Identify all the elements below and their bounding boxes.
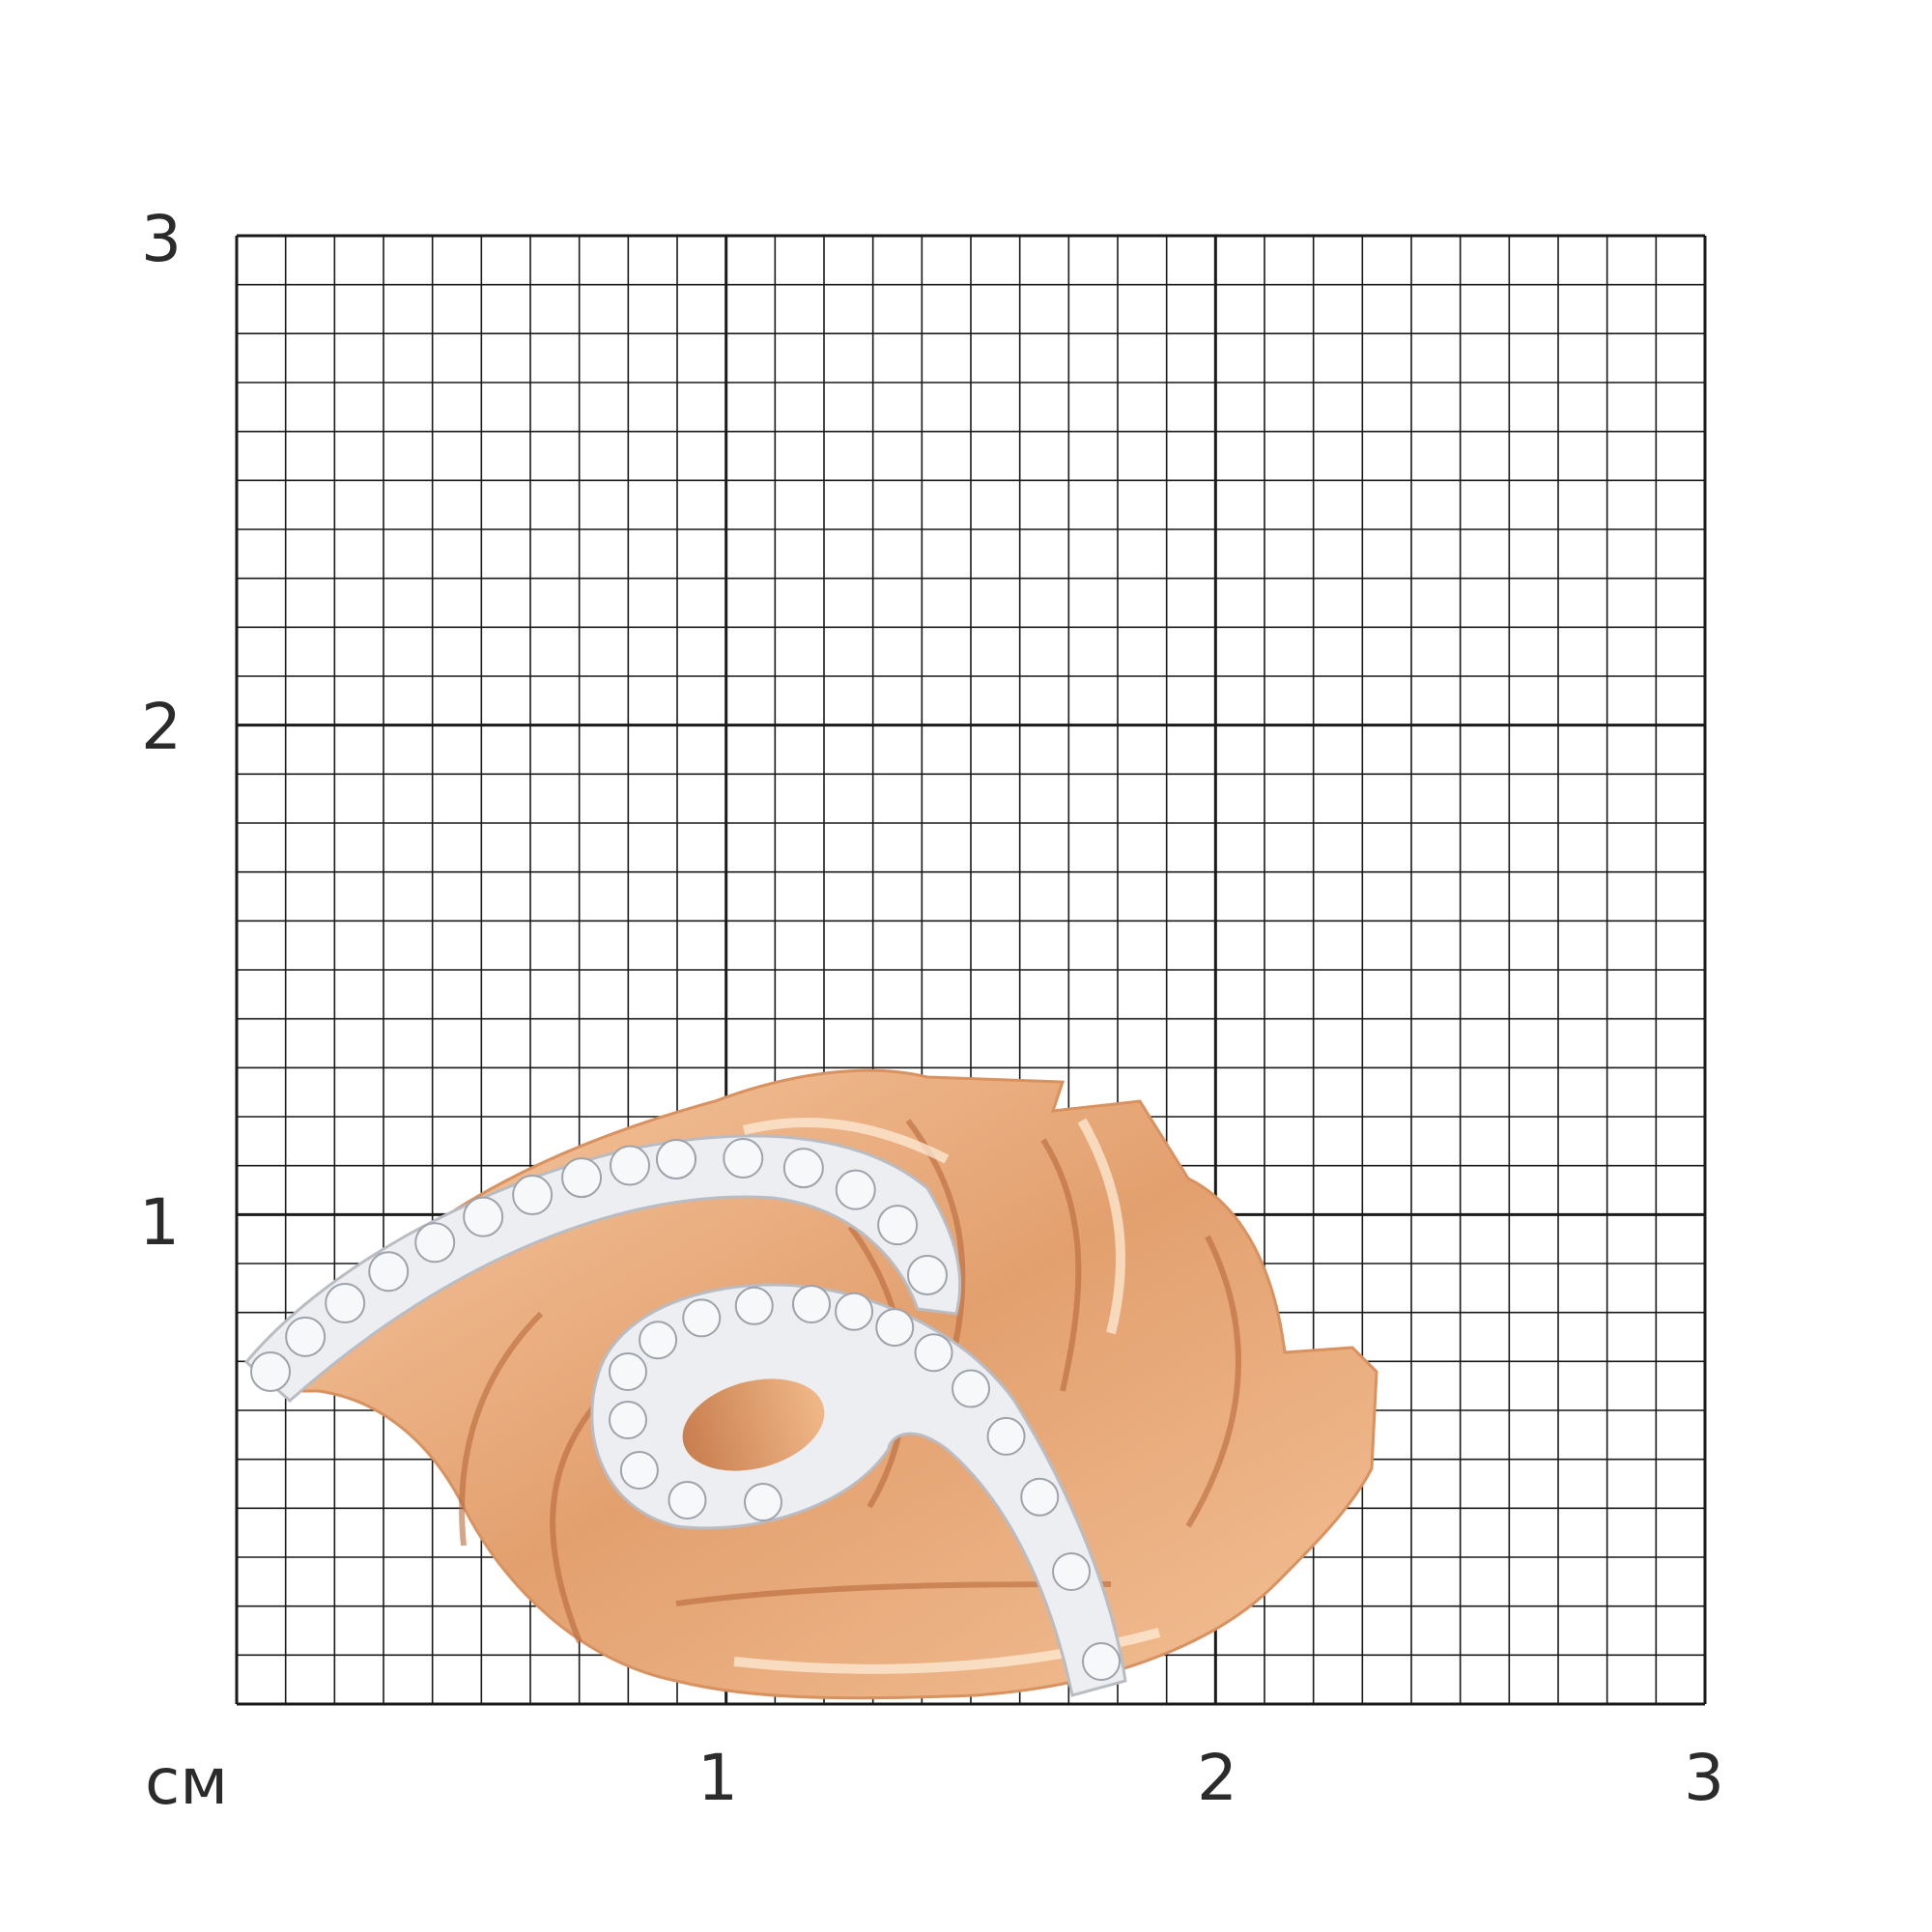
- stone: [368, 1251, 410, 1293]
- y-label-1: 1: [139, 1185, 180, 1260]
- stone: [877, 1205, 919, 1246]
- stone: [907, 1255, 948, 1295]
- stone: [723, 1138, 764, 1179]
- stone: [782, 1148, 824, 1189]
- stone: [1020, 1477, 1060, 1517]
- stone: [835, 1169, 876, 1210]
- stone: [986, 1416, 1026, 1456]
- stone: [619, 1451, 659, 1491]
- stone: [639, 1321, 678, 1360]
- stone: [561, 1157, 603, 1199]
- stone: [250, 1351, 291, 1392]
- stone: [463, 1196, 504, 1237]
- stone: [744, 1483, 782, 1521]
- ring-loop-hole: [682, 1378, 825, 1471]
- unit-label: см: [144, 1745, 229, 1819]
- y-label-3: 3: [141, 202, 182, 276]
- stone: [609, 1352, 647, 1391]
- stone: [609, 1401, 647, 1439]
- stone: [875, 1308, 915, 1348]
- stone: [835, 1292, 874, 1331]
- y-label-2: 2: [141, 690, 182, 764]
- stone: [610, 1145, 651, 1186]
- stone: [285, 1316, 327, 1357]
- stone: [325, 1283, 366, 1324]
- stone: [512, 1175, 554, 1216]
- stone: [668, 1480, 707, 1520]
- stone: [914, 1333, 953, 1373]
- x-label-2: 2: [1197, 1741, 1237, 1815]
- stone: [414, 1222, 456, 1264]
- stone: [952, 1369, 990, 1408]
- stone: [682, 1298, 722, 1338]
- x-label-3: 3: [1684, 1741, 1724, 1815]
- stone: [734, 1286, 774, 1325]
- stone: [1082, 1642, 1121, 1681]
- x-label-1: 1: [697, 1741, 738, 1815]
- ring-gold-leaf: [459, 1119, 1241, 1644]
- ring-stones: [250, 1138, 1121, 1681]
- stone: [1052, 1551, 1092, 1591]
- ring-image: [243, 1068, 1378, 1700]
- stone: [792, 1285, 831, 1323]
- stone: [656, 1139, 696, 1179]
